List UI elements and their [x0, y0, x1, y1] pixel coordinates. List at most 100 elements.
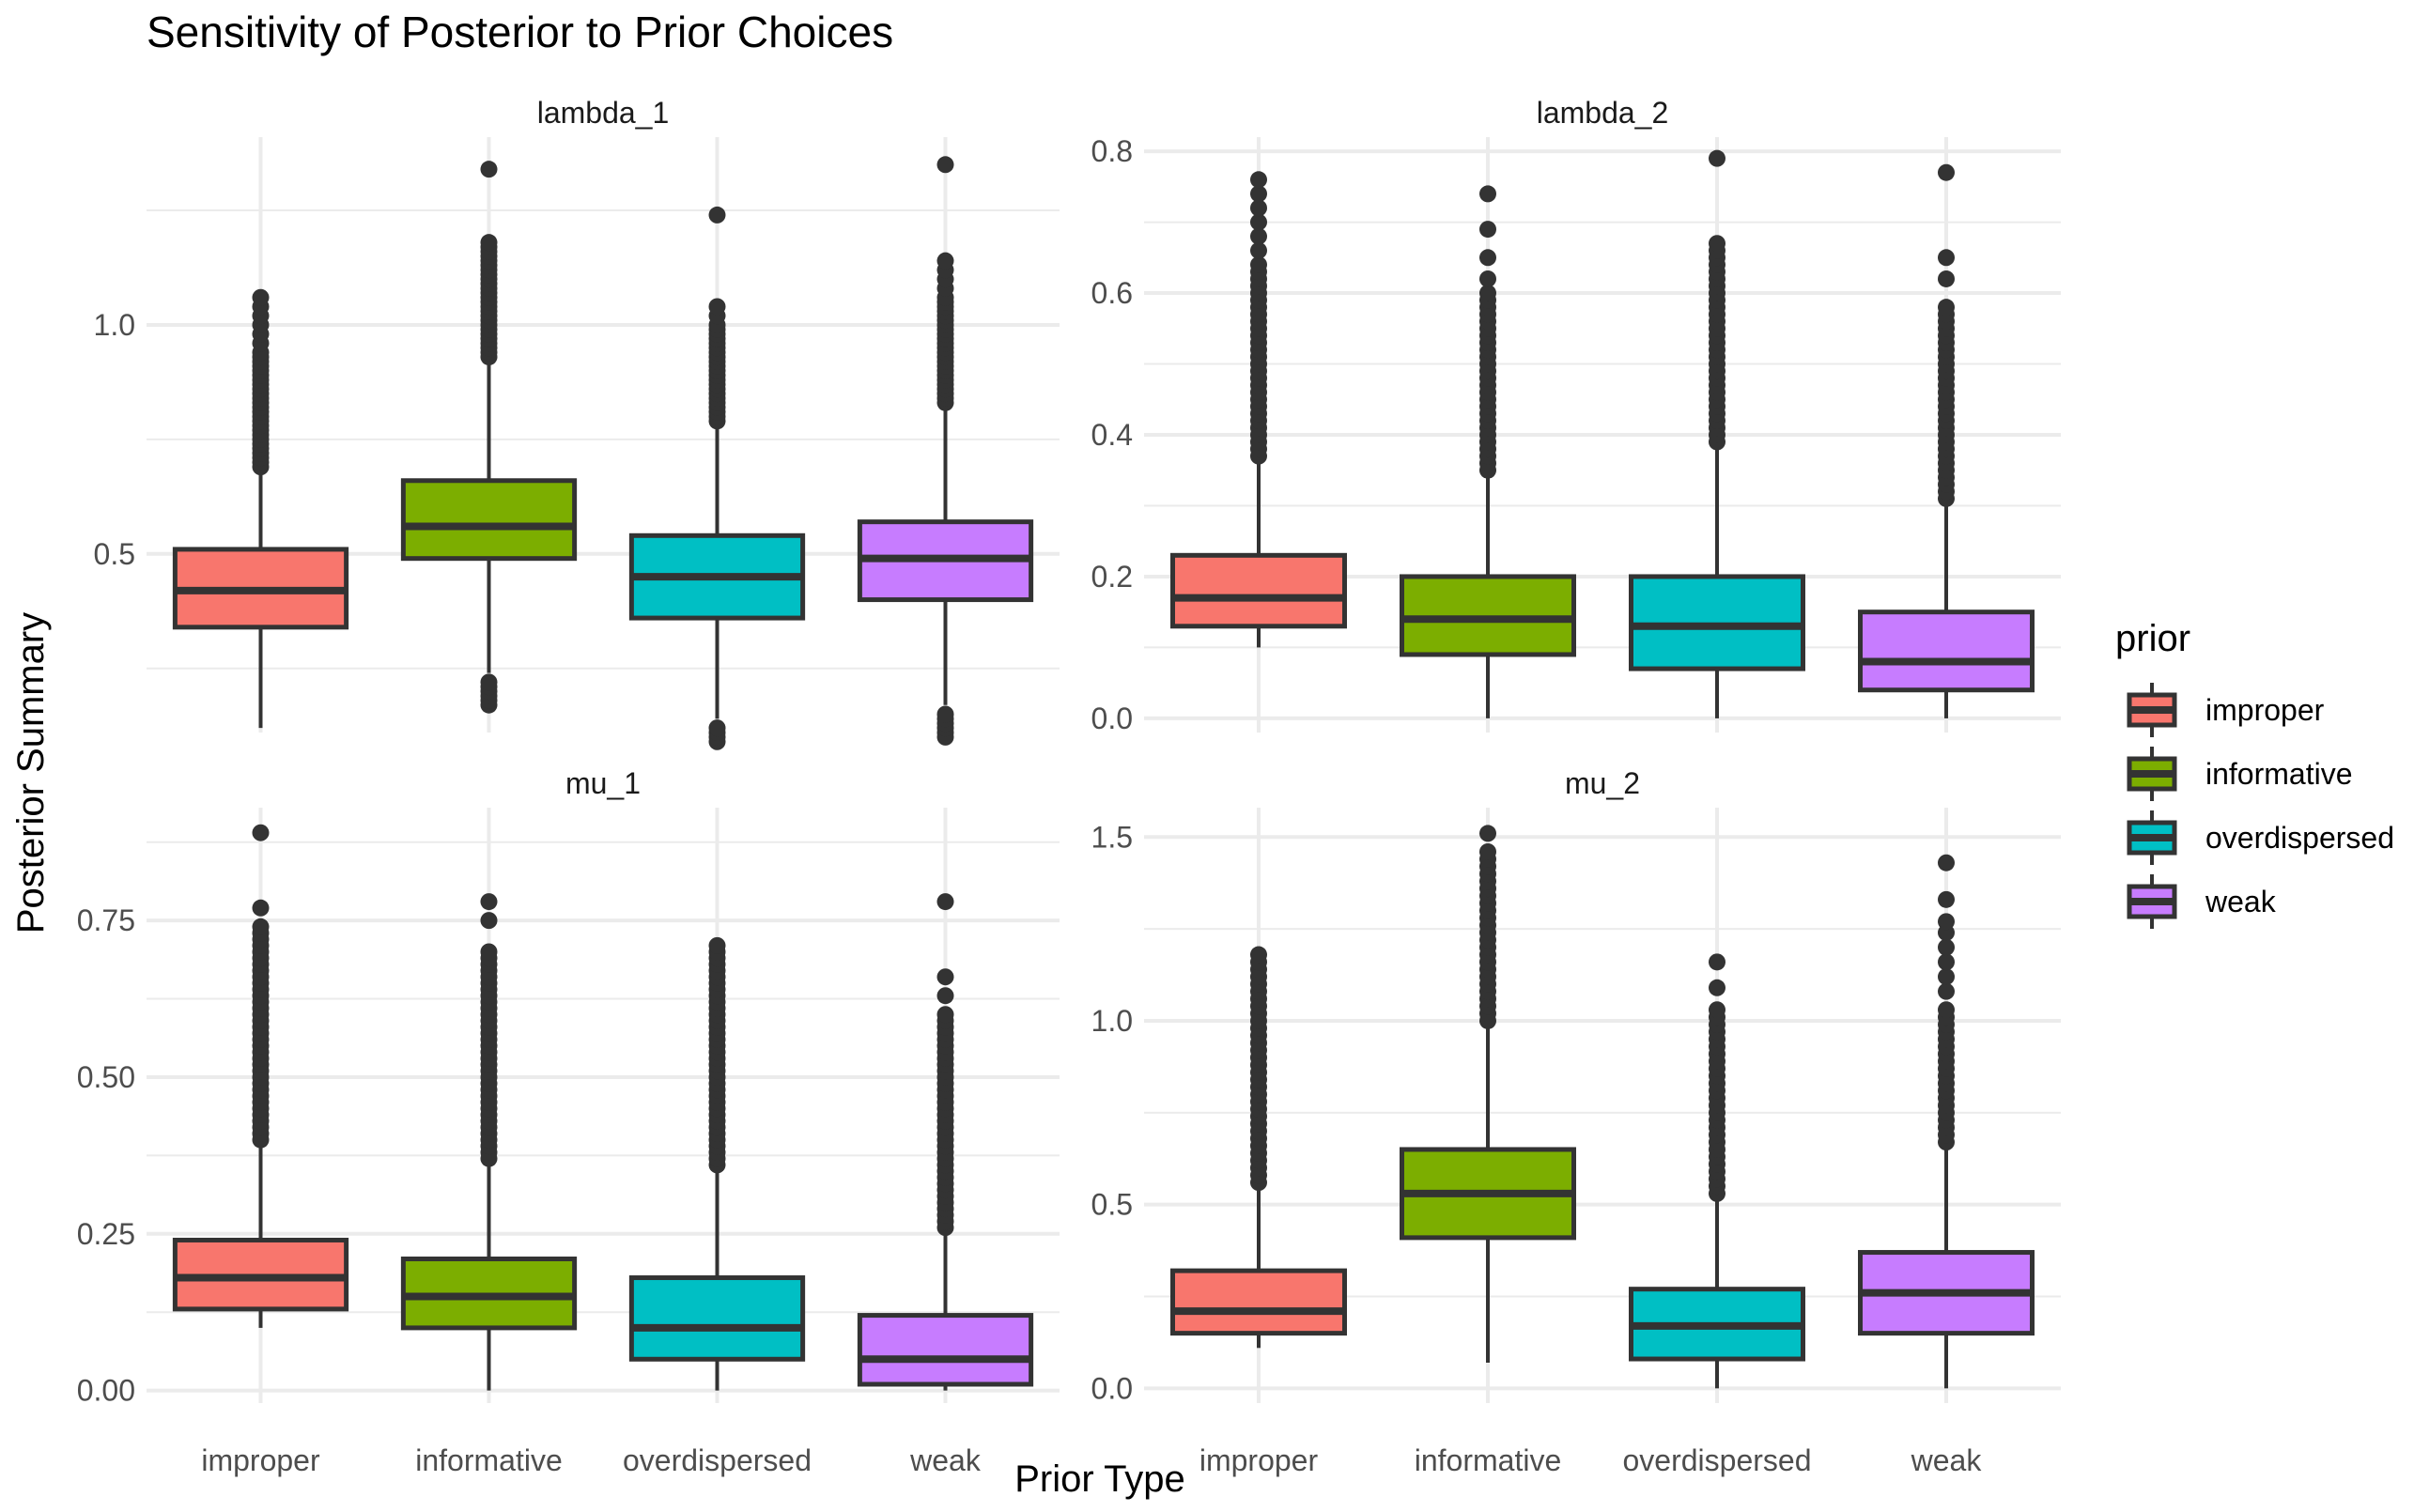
outlier-point — [1479, 185, 1496, 203]
iqr-box — [628, 1275, 806, 1362]
outlier-point — [708, 719, 726, 737]
iqr-box — [400, 478, 578, 562]
panel-lambda_2: 0.0 0.2 0.4 0.6 0.8 lambda_2 — [1091, 96, 2061, 735]
outlier-point — [708, 206, 726, 224]
box-lambda_1-informative — [400, 161, 578, 714]
box-mu_1-improper — [172, 824, 349, 1328]
legend-label: informative — [2205, 757, 2353, 791]
box-mu_2-weak — [1858, 854, 2035, 1389]
outlier-point — [1479, 285, 1496, 302]
x-tick-label: overdispersed — [623, 1443, 812, 1477]
outlier-point — [1938, 163, 1955, 181]
outlier-point — [1250, 213, 1267, 231]
outlier-point — [1479, 825, 1496, 842]
y-tick-label: 1.5 — [1091, 820, 1133, 854]
y-tick-label: 0.00 — [77, 1374, 135, 1408]
outlier-point — [1938, 854, 1955, 872]
box-lambda_2-weak — [1858, 163, 2035, 718]
outlier-point — [1250, 946, 1267, 964]
outlier-point — [1709, 235, 1725, 253]
y-tick-label: 0.50 — [77, 1060, 135, 1094]
iqr-box — [1858, 609, 2035, 693]
y-tick-label: 0.4 — [1091, 418, 1133, 452]
iqr-box — [1170, 552, 1347, 629]
outlier-point — [1479, 842, 1496, 860]
box-mu_2-overdispersed — [1629, 953, 1805, 1389]
outlier-point — [1709, 979, 1725, 996]
outlier-point — [480, 673, 498, 691]
x-tick-label: weak — [909, 1443, 982, 1477]
iqr-box — [1170, 1268, 1347, 1336]
y-axis-title: Posterior Summary — [10, 612, 52, 933]
outlier-point — [252, 918, 270, 935]
box-mu_2-improper — [1170, 946, 1347, 1349]
outlier-point — [1938, 913, 1955, 931]
box-lambda_2-improper — [1170, 171, 1347, 648]
y-tick-label: 0.75 — [77, 903, 135, 937]
outlier-point — [936, 156, 954, 174]
legend-label: overdispersed — [2205, 821, 2394, 855]
outlier-point — [252, 899, 270, 917]
facet-label-lambda_2: lambda_2 — [1537, 96, 1669, 130]
y-tick-label: 1.0 — [94, 308, 135, 342]
outlier-point — [1938, 890, 1955, 908]
outlier-point — [1479, 249, 1496, 267]
facet-panels: 0.51.0lambda_10.00.20.40.60.8lambda_20.0… — [77, 96, 2061, 1477]
x-tick-label: informative — [415, 1443, 563, 1477]
x-tick-label: improper — [1199, 1443, 1319, 1477]
outlier-point — [708, 936, 726, 954]
outlier-point — [708, 298, 726, 316]
legend: prior improper informative overdispersed we… — [2115, 618, 2394, 929]
outlier-point — [1938, 982, 1955, 1000]
outlier-point — [1250, 185, 1267, 203]
outlier-point — [936, 968, 954, 986]
x-tick-label: informative — [1415, 1443, 1562, 1477]
outlier-point — [1709, 953, 1725, 971]
facet-label-lambda_1: lambda_1 — [537, 96, 670, 130]
outlier-point — [1479, 270, 1496, 287]
outlier-point — [1938, 270, 1955, 287]
outlier-point — [252, 824, 270, 841]
outlier-point — [1938, 968, 1955, 986]
outlier-point — [480, 943, 498, 961]
legend-item-improper: improper — [2127, 683, 2325, 737]
legend-label: improper — [2205, 693, 2325, 727]
outlier-point — [936, 1006, 954, 1024]
box-mu_1-overdispersed — [628, 936, 806, 1391]
x-axis-title: Prior Type — [1014, 1458, 1185, 1500]
legend-item-overdispersed: overdispersed — [2127, 810, 2394, 865]
panel-mu_1: 0.00 0.25 0.50 0.75 mu_1 improper informative o… — [77, 766, 1060, 1477]
outlier-point — [1938, 953, 1955, 971]
y-tick-label: 0.5 — [1091, 1188, 1133, 1222]
outlier-point — [1479, 221, 1496, 239]
outlier-point — [1250, 199, 1267, 217]
x-tick-label: overdispersed — [1623, 1443, 1812, 1477]
outlier-point — [480, 893, 498, 911]
outlier-point — [1938, 938, 1955, 956]
outlier-point — [1250, 171, 1267, 189]
outlier-point — [480, 234, 498, 252]
box-lambda_1-weak — [857, 156, 1034, 746]
iqr-box — [857, 1313, 1034, 1387]
y-tick-label: 0.0 — [1091, 1371, 1133, 1405]
outlier-point — [1938, 299, 1955, 316]
outlier-point — [1938, 249, 1955, 267]
outlier-point — [480, 912, 498, 930]
outlier-point — [936, 705, 954, 723]
legend-title: prior — [2115, 618, 2190, 659]
outlier-point — [480, 161, 498, 178]
outlier-point — [1250, 241, 1267, 259]
x-tick-label: improper — [201, 1443, 320, 1477]
outlier-point — [1709, 1001, 1725, 1019]
chart-title: Sensitivity of Posterior to Prior Choice… — [147, 8, 893, 56]
y-tick-label: 0.5 — [94, 537, 135, 571]
facet-label-mu_1: mu_1 — [565, 766, 641, 800]
y-tick-label: 1.0 — [1091, 1004, 1133, 1038]
outlier-point — [1250, 227, 1267, 245]
y-tick-label: 0.2 — [1091, 560, 1133, 594]
outlier-point — [936, 252, 954, 270]
x-tick-label: weak — [1911, 1443, 1983, 1477]
box-lambda_1-overdispersed — [628, 206, 806, 750]
box-mu_1-weak — [857, 893, 1034, 1391]
